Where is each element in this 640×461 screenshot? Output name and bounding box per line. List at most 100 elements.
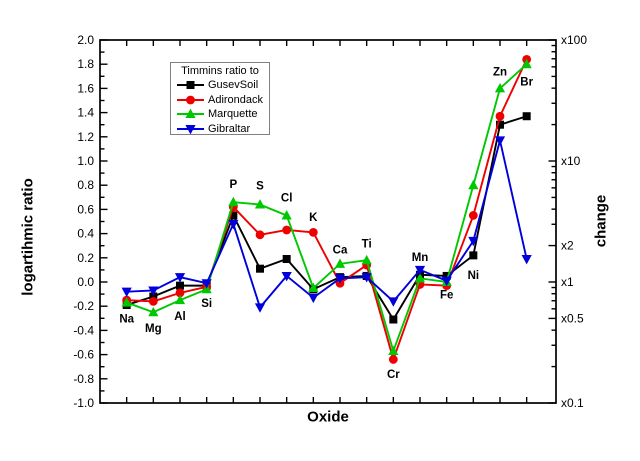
element-label-fe: Fe (440, 289, 453, 301)
data-point-gibraltar-k (308, 293, 319, 304)
element-label-mn: Mn (412, 252, 429, 264)
data-point-gusevsoil-fe (442, 271, 451, 280)
data-point-adirondack-zn (495, 111, 505, 121)
plot-frame (99, 39, 557, 404)
y-axis-tick-label: -0.4 (73, 323, 94, 337)
data-point-marquette-s (254, 199, 266, 209)
data-point-gibraltar-zn (494, 136, 506, 146)
y-axis-title-left: logartihmic ratio (20, 178, 37, 296)
data-point-gusevsoil-cl (282, 255, 291, 264)
data-point-gusevsoil-s (256, 264, 264, 273)
data-point-marquette-al (174, 294, 186, 305)
y-axis-tick-label: 0.4 (77, 227, 94, 241)
series-line-marquette (126, 63, 528, 354)
element-label-na: Na (119, 314, 134, 326)
legend-title: Timmins ratio to (181, 65, 259, 77)
y-axis-title-right: change (593, 195, 610, 248)
y-axis-tick-label: 1.8 (77, 57, 94, 71)
element-label-al: Al (174, 311, 186, 323)
data-point-marquette-zn (494, 83, 506, 93)
y-axis-tick-label: 1.2 (77, 130, 94, 144)
legend-marker-gibraltar (185, 124, 196, 135)
right-axis-tick-label: x1 (561, 275, 574, 289)
legend-sample-gusevsoil (177, 81, 204, 90)
y-axis-tick-label: 1.4 (77, 106, 94, 120)
data-point-gibraltar-al (174, 273, 186, 283)
element-label-p: P (229, 179, 237, 191)
data-point-marquette-ca (334, 258, 346, 268)
element-label-mg: Mg (145, 323, 162, 335)
legend-entry-label: Gibraltar (208, 122, 251, 135)
data-point-gibraltar-na (121, 287, 132, 298)
data-point-gusevsoil-ni (469, 251, 478, 260)
data-point-marquette-cr (388, 345, 399, 355)
series-line-gibraltar (126, 140, 528, 310)
right-axis-tick-label: x10 (561, 154, 581, 168)
data-point-marquette-mg (148, 306, 159, 317)
right-axis-tick-label: x2 (561, 239, 574, 253)
data-point-gibraltar-s (254, 303, 266, 313)
element-label-ca: Ca (333, 245, 348, 257)
y-axis-tick-label: 1.0 (77, 154, 94, 168)
data-point-gibraltar-ca (334, 274, 346, 284)
data-point-gibraltar-br (521, 255, 532, 265)
data-point-adirondack-cr (388, 355, 398, 364)
y-axis-tick-label: 0.0 (77, 275, 94, 289)
data-point-gibraltar-cl (281, 271, 292, 282)
data-point-adirondack-mg (148, 296, 158, 306)
data-point-gibraltar-ni (468, 236, 479, 247)
legend-entry-label: Adirondack (208, 93, 264, 106)
data-point-gibraltar-ti (361, 273, 372, 283)
right-axis-tick-label: x100 (561, 33, 587, 47)
data-point-gusevsoil-cr (389, 315, 398, 324)
legend: Timmins ratio to GusevSoil Adirondack Ma… (170, 62, 270, 135)
data-point-marquette-ni (468, 179, 479, 190)
y-axis-tick-label: -0.2 (73, 299, 94, 313)
element-label-ti: Ti (362, 238, 372, 250)
legend-entry-gusevsoil: GusevSoil (171, 78, 269, 93)
y-axis-tick-label: 0.2 (77, 251, 94, 265)
element-label-cl: Cl (281, 193, 293, 205)
legend-sample-adirondack (177, 95, 204, 105)
data-point-adirondack-cl (282, 225, 292, 235)
legend-entry-marquette: Marquette (171, 107, 269, 122)
data-point-gibraltar-si (201, 279, 212, 289)
y-axis-tick-label: 0.8 (77, 178, 94, 192)
data-point-gibraltar-fe (441, 276, 452, 287)
y-axis-tick-label: -1.0 (73, 396, 94, 410)
element-label-zn: Zn (493, 67, 507, 79)
legend-entry-label: Marquette (208, 108, 258, 121)
data-point-marquette-br (521, 58, 532, 69)
legend-marker-marquette (185, 108, 196, 119)
legend-sample-marquette (177, 108, 204, 119)
legend-sample-gibraltar (177, 124, 204, 135)
data-point-adirondack-al (175, 288, 185, 298)
data-point-adirondack-k (308, 227, 318, 237)
element-label-br: Br (520, 76, 533, 88)
data-point-gibraltar-mn (414, 265, 426, 276)
x-axis-title: Oxide (307, 409, 349, 426)
right-axis-tick-label: x0.1 (561, 396, 584, 410)
data-point-marquette-k (308, 282, 319, 293)
data-point-marquette-mn (414, 272, 426, 283)
data-point-gibraltar-p (228, 219, 239, 230)
data-point-gusevsoil-mg (149, 292, 158, 301)
data-point-gibraltar-cr (388, 297, 399, 307)
element-label-k: K (309, 212, 318, 224)
y-axis-tick-label: -0.8 (73, 372, 94, 386)
legend-entry-adirondack: Adirondack (171, 93, 269, 108)
y-axis-tick-label: 0.6 (77, 202, 94, 216)
element-label-ni: Ni (468, 270, 480, 282)
element-label-cr: Cr (387, 369, 400, 381)
data-point-marquette-ti (361, 254, 372, 265)
data-point-adirondack-s (255, 230, 265, 240)
series-line-gusevsoil (126, 115, 527, 322)
data-point-marquette-cl (281, 210, 292, 220)
series-line-adirondack (126, 58, 528, 363)
legend-entry-label: GusevSoil (208, 79, 259, 92)
y-axis-tick-label: 1.6 (77, 81, 94, 95)
element-label-s: S (256, 180, 264, 192)
data-point-marquette-na (121, 297, 132, 307)
data-point-gusevsoil-al (176, 281, 184, 290)
y-axis-tick-label: 2.0 (77, 33, 94, 47)
